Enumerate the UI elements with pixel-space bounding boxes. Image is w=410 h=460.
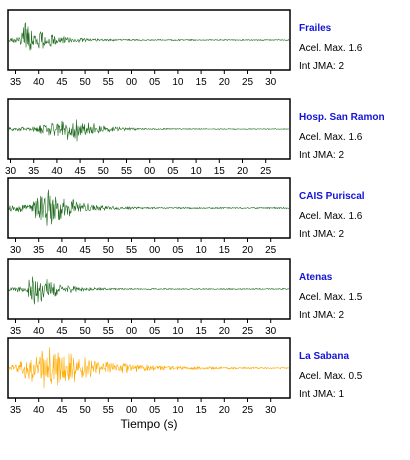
x-tick-label: 40: [33, 405, 45, 416]
acel-max-label: Acel. Max. 1.6: [299, 132, 363, 143]
x-tick-label: 25: [242, 326, 254, 337]
x-tick-label: 30: [265, 405, 277, 416]
acel-max-label: Acel. Max. 0.5: [299, 371, 363, 382]
panel-frame: [7, 9, 291, 71]
x-tick-label: 55: [103, 77, 115, 88]
x-tick-label: 00: [149, 245, 161, 256]
x-tick-label: 05: [149, 77, 161, 88]
x-tick-label: 50: [103, 245, 115, 256]
x-tick-label: 25: [242, 405, 254, 416]
x-tick-label: 40: [51, 166, 63, 177]
x-tick-label: 35: [10, 326, 22, 337]
x-tick-label: 20: [219, 405, 231, 416]
x-tick-label: 55: [103, 326, 115, 337]
x-tick-label: 05: [167, 166, 179, 177]
x-tick-label: 20: [242, 245, 254, 256]
x-tick-label: 15: [196, 77, 208, 88]
x-tick-label: 55: [121, 166, 133, 177]
x-tick-label: 40: [56, 245, 68, 256]
x-tick-label: 50: [80, 77, 92, 88]
acel-max-label: Acel. Max. 1.5: [299, 292, 363, 303]
int-jma-label: Int JMA: 2: [299, 310, 344, 321]
x-tick-label: 10: [196, 245, 208, 256]
x-tick-label: 45: [80, 245, 92, 256]
x-tick-label: 00: [126, 405, 138, 416]
panel-frame: [7, 258, 291, 320]
x-tick-label: 35: [10, 405, 22, 416]
x-tick-label: 25: [265, 245, 277, 256]
x-tick-label: 30: [5, 166, 17, 177]
x-tick-label: 20: [219, 326, 231, 337]
x-tick-label: 35: [10, 77, 22, 88]
x-tick-label: 45: [56, 405, 68, 416]
x-tick-label: 30: [265, 326, 277, 337]
x-tick-label: 45: [56, 77, 68, 88]
waveform-trace: [8, 276, 290, 305]
station-name: CAIS Puriscal: [299, 191, 365, 202]
x-tick-label: 50: [80, 326, 92, 337]
int-jma-label: Int JMA: 2: [299, 61, 344, 72]
x-tick-label: 30: [10, 245, 22, 256]
station-name: Atenas: [299, 272, 333, 283]
x-tick-label: 35: [28, 166, 40, 177]
x-tick-label: 10: [172, 77, 184, 88]
station-name: Frailes: [299, 23, 332, 34]
x-tick-label: 45: [56, 326, 68, 337]
trace-panel: 35 40 45 50 55 00 05 10 15 20 25 30 La Sabana Acel. M…: [7, 337, 363, 416]
trace-panel: 35 40 45 50 55 00 05 10 15 20 25 30 Frailes Acel. Max…: [7, 9, 363, 88]
waveform-trace: [8, 119, 290, 142]
acel-max-label: Acel. Max. 1.6: [299, 43, 363, 54]
x-tick-label: 05: [172, 245, 184, 256]
x-tick-label: 00: [126, 77, 138, 88]
x-tick-label: 45: [75, 166, 87, 177]
x-tick-label: 25: [242, 77, 254, 88]
waveform-trace: [8, 22, 290, 51]
trace-panel: 30 35 40 45 50 55 00 05 10 15 20 25 Hosp. San Ramon A…: [5, 98, 385, 177]
waveform-trace: [8, 189, 290, 226]
panel-frame: [7, 177, 291, 239]
acel-max-label: Acel. Max. 1.6: [299, 211, 363, 222]
x-tick-label: 15: [214, 166, 226, 177]
x-axis-title: Tiempo (s): [121, 417, 178, 431]
int-jma-label: Int JMA: 1: [299, 389, 344, 400]
x-tick-label: 40: [33, 326, 45, 337]
station-name: La Sabana: [299, 351, 349, 362]
x-tick-label: 50: [80, 405, 92, 416]
x-tick-label: 25: [260, 166, 272, 177]
x-tick-label: 10: [172, 326, 184, 337]
x-tick-label: 15: [196, 326, 208, 337]
panel-frame: [7, 337, 291, 399]
panel-frame: [7, 98, 291, 160]
x-tick-label: 10: [172, 405, 184, 416]
x-tick-label: 20: [237, 166, 249, 177]
trace-panel: 35 40 45 50 55 00 05 10 15 20 25 30 Atenas Acel. Max.…: [7, 258, 363, 337]
x-tick-label: 00: [126, 326, 138, 337]
x-tick-label: 55: [126, 245, 138, 256]
x-tick-label: 05: [149, 326, 161, 337]
trace-panel: 30 35 40 45 50 55 00 05 10 15 20 25 CAIS Puriscal Ace…: [7, 177, 365, 256]
x-tick-label: 55: [103, 405, 115, 416]
x-tick-label: 30: [265, 77, 277, 88]
x-tick-label: 50: [98, 166, 110, 177]
station-name: Hosp. San Ramon: [299, 112, 385, 123]
x-tick-label: 40: [33, 77, 45, 88]
x-tick-label: 20: [219, 77, 231, 88]
waveform-trace: [8, 347, 290, 389]
x-tick-label: 35: [33, 245, 45, 256]
x-tick-label: 15: [196, 405, 208, 416]
int-jma-label: Int JMA: 2: [299, 150, 344, 161]
x-tick-label: 00: [144, 166, 156, 177]
x-tick-label: 15: [219, 245, 231, 256]
x-tick-label: 05: [149, 405, 161, 416]
x-tick-label: 10: [191, 166, 203, 177]
int-jma-label: Int JMA: 2: [299, 229, 344, 240]
